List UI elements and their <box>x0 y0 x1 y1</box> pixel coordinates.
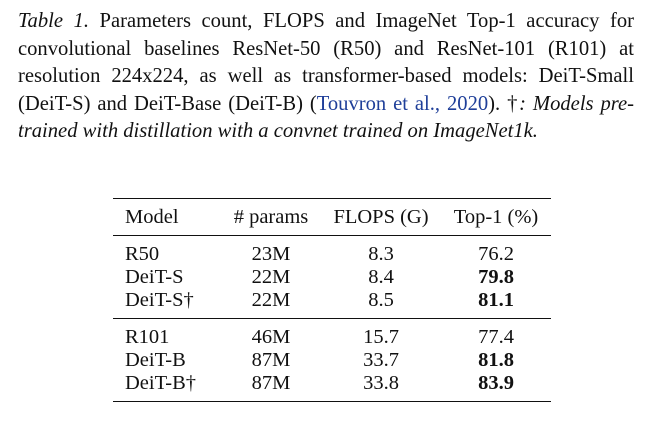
table-group-resnet101: R101 46M 15.7 77.4 DeiT-B 87M 33.7 81.8 … <box>113 319 551 402</box>
cell-flops: 15.7 <box>363 326 399 348</box>
header-model: Model <box>125 206 179 228</box>
cell-params: 87M <box>251 372 291 394</box>
cell-params: 23M <box>251 243 291 265</box>
table-group-resnet50: R50 23M 8.3 76.2 DeiT-S 22M 8.4 79.8 Dei… <box>113 236 551 319</box>
header-flops: FLOPS (G) <box>333 206 429 228</box>
table-caption: Table 1. Parameters count, FLOPS and Ima… <box>18 8 634 146</box>
table-header-row: Model # params FLOPS (G) Top-1 (%) <box>113 198 551 236</box>
table-row: DeiT-B† 87M 33.8 83.9 <box>113 372 551 402</box>
results-table: Model # params FLOPS (G) Top-1 (%) R50 2… <box>113 198 551 402</box>
table-row: DeiT-S 22M 8.4 79.8 <box>113 266 551 289</box>
cell-top1: 83.9 <box>478 372 514 394</box>
cell-flops: 33.7 <box>363 349 399 371</box>
cell-top1: 79.8 <box>478 266 514 288</box>
cell-top1: 77.4 <box>478 326 514 348</box>
cell-top1: 81.8 <box>478 349 514 371</box>
cell-model: R50 <box>125 243 160 265</box>
cell-model: DeiT-S† <box>125 289 194 311</box>
cell-params: 22M <box>251 289 291 311</box>
table-row: DeiT-S† 22M 8.5 81.1 <box>113 289 551 319</box>
caption-note: : Models pre-trained with distillation w… <box>18 92 635 143</box>
caption-label: Table 1. <box>18 10 89 32</box>
cell-flops: 8.5 <box>368 289 394 311</box>
caption-text: Parameters count, FLOPS and ImageNet Top… <box>18 10 634 115</box>
cell-model: DeiT-B† <box>125 372 196 394</box>
table-row: R101 46M 15.7 77.4 <box>113 319 551 350</box>
cell-params: 46M <box>251 326 291 348</box>
table-row: DeiT-B 87M 33.7 81.8 <box>113 349 551 372</box>
header-top1: Top-1 (%) <box>453 206 539 228</box>
cell-top1: 76.2 <box>478 243 514 265</box>
cell-flops: 8.3 <box>368 243 394 265</box>
citation-link[interactable]: Touvron et al., 2020 <box>316 92 489 115</box>
cell-model: DeiT-B <box>125 349 186 371</box>
table-row: R50 23M 8.3 76.2 <box>113 236 551 267</box>
cell-params: 22M <box>251 266 291 288</box>
cell-model: DeiT-S <box>125 266 184 288</box>
cell-flops: 33.8 <box>363 372 399 394</box>
cell-params: 87M <box>251 349 291 371</box>
cell-flops: 8.4 <box>368 266 394 288</box>
cell-model: R101 <box>125 326 170 348</box>
caption-after-citation: ). † <box>488 92 520 115</box>
header-params: # params <box>233 206 309 228</box>
cell-top1: 81.1 <box>478 289 514 311</box>
